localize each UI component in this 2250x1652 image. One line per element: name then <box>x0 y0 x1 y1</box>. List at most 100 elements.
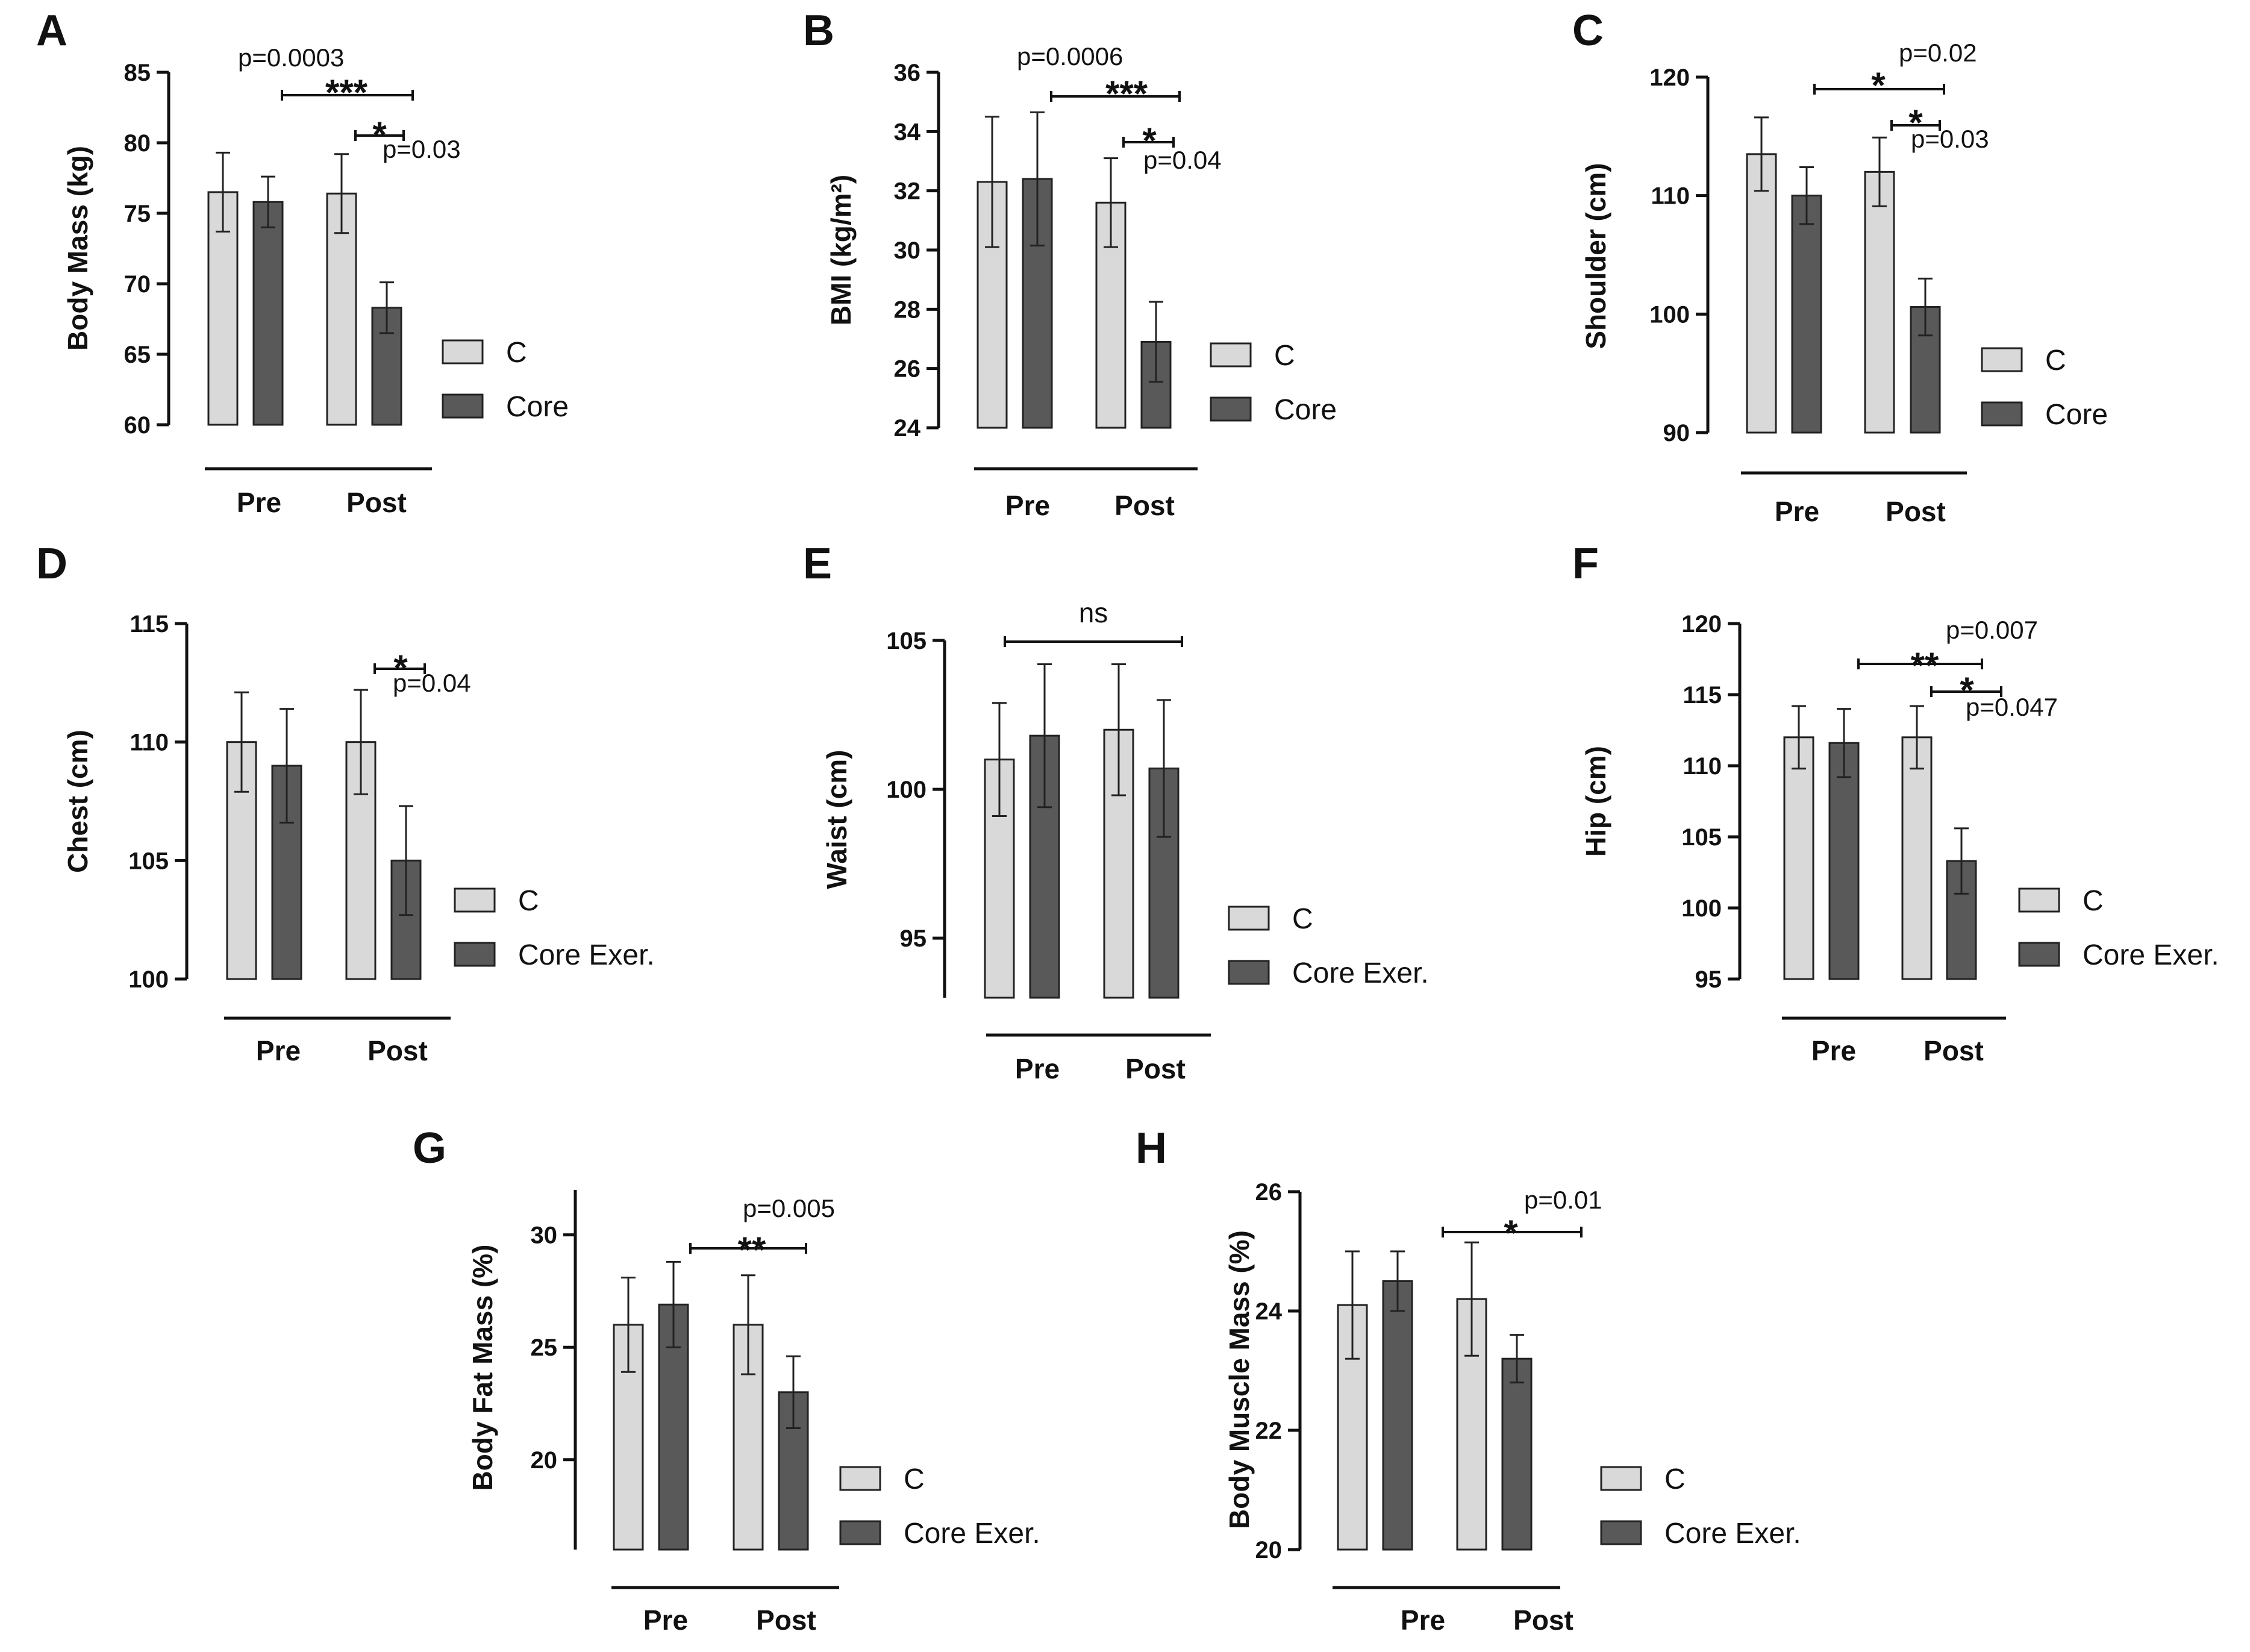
legend-label: C <box>904 1463 925 1495</box>
y-tick-label: 115 <box>1683 682 1722 709</box>
y-tick-label: 32 <box>894 178 921 205</box>
x-tick-label: Pre <box>643 1604 688 1636</box>
legend-label: C <box>518 885 539 917</box>
legend-swatch <box>839 1466 881 1491</box>
bar-c-pre <box>1783 736 1814 980</box>
legend-swatch <box>2018 887 2060 913</box>
p-value-label: p=0.01 <box>1524 1186 1602 1214</box>
x-tick-label: Pre <box>1775 496 1819 527</box>
bar-c-post <box>1864 171 1895 434</box>
panel-e: E 95 100 105 Waist (cm) Pre Post C Core Exer. ns <box>803 540 1429 1084</box>
bar-core-pre <box>1791 195 1822 434</box>
significance-stars: ** <box>1911 645 1939 686</box>
panel-letter: A <box>36 7 67 55</box>
panel-g: G 20 25 30 Body Fat Mass (%) Pre Post C Core Exe… <box>413 1124 1040 1636</box>
x-tick-label: Pre <box>1015 1053 1060 1084</box>
y-tick-label: 36 <box>894 60 921 86</box>
y-axis-label: Hip (cm) <box>1580 746 1611 857</box>
legend-label: C <box>1664 1463 1686 1495</box>
legend-label: Core Exer. <box>2083 939 2219 971</box>
y-tick-label: 90 <box>1663 420 1690 446</box>
legend-label: C <box>506 337 527 369</box>
y-tick-label: 24 <box>1255 1298 1283 1325</box>
significance-stars: * <box>1871 65 1886 105</box>
y-tick-label: 30 <box>894 237 921 264</box>
y-tick-label: 65 <box>124 342 151 368</box>
p-value-label: p=0.02 <box>1899 39 1977 67</box>
y-tick-label: 95 <box>1695 966 1722 993</box>
y-tick-label: 26 <box>1255 1179 1283 1206</box>
y-tick-label: 120 <box>1681 611 1722 637</box>
legend-label: C <box>2045 345 2066 377</box>
significance-stars: * <box>1142 120 1157 161</box>
panel-letter: D <box>36 540 67 588</box>
y-tick-label: 105 <box>886 628 927 654</box>
x-tick-label: Post <box>346 487 407 518</box>
y-tick-label: 20 <box>531 1447 558 1474</box>
y-tick-label: 110 <box>1651 183 1690 210</box>
x-tick-label: Post <box>1125 1053 1186 1084</box>
bar-c-pre <box>1746 153 1777 434</box>
legend-label: Core Exer. <box>904 1518 1040 1550</box>
legend-swatch <box>454 942 496 967</box>
legend-label: C <box>1274 340 1295 372</box>
legend-swatch <box>442 339 484 365</box>
x-tick-label: Post <box>1114 490 1175 521</box>
y-tick-label: 115 <box>130 611 169 637</box>
legend-swatch <box>442 393 484 419</box>
significance-stars: *** <box>325 72 368 113</box>
x-tick-label: Post <box>1513 1604 1573 1636</box>
legend-swatch <box>1600 1520 1642 1545</box>
p-value-label: p=0.005 <box>743 1194 835 1222</box>
legend-swatch <box>1981 347 2023 372</box>
y-tick-label: 100 <box>886 777 927 803</box>
bar-core-pre <box>252 201 284 426</box>
y-tick-label: 85 <box>124 60 151 86</box>
y-tick-label: 70 <box>124 271 151 298</box>
y-tick-label: 20 <box>1255 1537 1283 1563</box>
significance-stars: *** <box>1105 74 1148 114</box>
y-tick-label: 60 <box>124 412 151 439</box>
legend-swatch <box>1228 906 1270 931</box>
y-axis-label: Waist (cm) <box>821 750 852 889</box>
p-value-label: p=0.03 <box>1911 125 1989 153</box>
legend-label: Core Exer. <box>1664 1518 1801 1550</box>
p-value-label: p=0.04 <box>1143 146 1222 174</box>
x-tick-label: Pre <box>1811 1035 1856 1066</box>
p-value-label: p=0.04 <box>393 669 471 697</box>
y-tick-label: 110 <box>1683 753 1722 780</box>
bar-core-pre <box>1382 1280 1413 1551</box>
p-value-label: p=0.0006 <box>1017 42 1123 70</box>
p-value-label: p=0.007 <box>1946 616 2038 644</box>
x-tick-label: Post <box>1923 1035 1984 1066</box>
legend-swatch <box>454 887 496 913</box>
panel-letter: E <box>803 540 832 588</box>
y-axis-label: Shoulder (cm) <box>1580 163 1611 349</box>
y-tick-label: 30 <box>531 1222 558 1249</box>
legend-label: Core <box>506 391 569 423</box>
bar-core-pre <box>1828 742 1860 980</box>
significance-stars: ** <box>738 1230 766 1270</box>
significance-ns: ns <box>1079 597 1108 628</box>
panel-a: A 60 65 70 75 80 85 Body Mass (kg) Pre Post C Core *… <box>36 7 569 518</box>
legend-label: C <box>1292 903 1313 935</box>
legend-label: Core <box>2045 399 2108 431</box>
legend-swatch <box>1210 396 1252 422</box>
legend-label: Core Exer. <box>1292 957 1429 989</box>
y-axis-label: Body Mass (kg) <box>62 146 93 351</box>
panel-letter: F <box>1572 540 1599 588</box>
x-tick-label: Post <box>367 1035 428 1066</box>
x-tick-label: Pre <box>1401 1604 1445 1636</box>
x-tick-label: Pre <box>256 1035 301 1066</box>
y-tick-label: 100 <box>1649 301 1690 328</box>
significance-stars: * <box>1908 102 1923 143</box>
y-tick-label: 22 <box>1255 1418 1283 1444</box>
y-axis-label: Chest (cm) <box>62 730 93 873</box>
panel-letter: H <box>1136 1124 1167 1172</box>
legend-swatch <box>1981 401 2023 427</box>
significance-stars: * <box>393 648 408 688</box>
legend-swatch <box>1210 342 1252 368</box>
